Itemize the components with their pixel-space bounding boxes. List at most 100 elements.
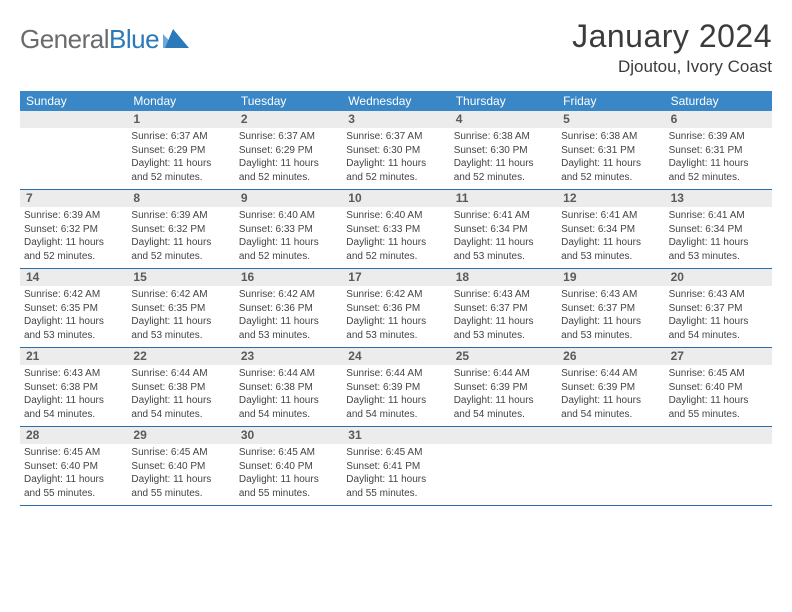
sunset-line: Sunset: 6:40 PM: [239, 460, 338, 474]
day-number: 14: [20, 269, 127, 286]
sunset-line: Sunset: 6:29 PM: [131, 144, 230, 158]
daylight-line-1: Daylight: 11 hours: [24, 315, 123, 329]
daylight-line-1: Daylight: 11 hours: [454, 394, 553, 408]
day-number: 6: [665, 111, 772, 128]
sunset-line: Sunset: 6:40 PM: [131, 460, 230, 474]
sunset-line: Sunset: 6:37 PM: [669, 302, 768, 316]
calendar-cell: [665, 427, 772, 505]
daylight-line-2: and 52 minutes.: [131, 250, 230, 264]
daylight-line-1: Daylight: 11 hours: [131, 473, 230, 487]
sunset-line: Sunset: 6:38 PM: [131, 381, 230, 395]
calendar-cell: 14Sunrise: 6:42 AMSunset: 6:35 PMDayligh…: [20, 269, 127, 347]
day-content: Sunrise: 6:45 AMSunset: 6:40 PMDaylight:…: [20, 444, 127, 503]
calendar-cell: 2Sunrise: 6:37 AMSunset: 6:29 PMDaylight…: [235, 111, 342, 189]
logo-part1: General: [20, 24, 109, 54]
calendar-cell: 27Sunrise: 6:45 AMSunset: 6:40 PMDayligh…: [665, 348, 772, 426]
day-content: Sunrise: 6:43 AMSunset: 6:37 PMDaylight:…: [665, 286, 772, 345]
sunrise-line: Sunrise: 6:44 AM: [346, 367, 445, 381]
day-content: Sunrise: 6:44 AMSunset: 6:39 PMDaylight:…: [342, 365, 449, 424]
day-number: 12: [557, 190, 664, 207]
sunset-line: Sunset: 6:30 PM: [454, 144, 553, 158]
daylight-line-2: and 53 minutes.: [24, 329, 123, 343]
calendar-cell: 12Sunrise: 6:41 AMSunset: 6:34 PMDayligh…: [557, 190, 664, 268]
day-number: 13: [665, 190, 772, 207]
day-number: 20: [665, 269, 772, 286]
sunrise-line: Sunrise: 6:40 AM: [239, 209, 338, 223]
daylight-line-1: Daylight: 11 hours: [346, 236, 445, 250]
calendar-week: 28Sunrise: 6:45 AMSunset: 6:40 PMDayligh…: [20, 427, 772, 506]
day-number: 26: [557, 348, 664, 365]
weekday-header: Thursday: [450, 91, 557, 111]
sunrise-line: Sunrise: 6:40 AM: [346, 209, 445, 223]
day-content: [450, 444, 557, 449]
sunset-line: Sunset: 6:31 PM: [561, 144, 660, 158]
calendar-cell: 22Sunrise: 6:44 AMSunset: 6:38 PMDayligh…: [127, 348, 234, 426]
sunset-line: Sunset: 6:37 PM: [454, 302, 553, 316]
daylight-line-1: Daylight: 11 hours: [669, 157, 768, 171]
sunrise-line: Sunrise: 6:44 AM: [239, 367, 338, 381]
daylight-line-1: Daylight: 11 hours: [239, 394, 338, 408]
daylight-line-2: and 53 minutes.: [669, 250, 768, 264]
sunset-line: Sunset: 6:32 PM: [24, 223, 123, 237]
weekday-header: Wednesday: [342, 91, 449, 111]
daylight-line-1: Daylight: 11 hours: [346, 157, 445, 171]
calendar-weeks: 1Sunrise: 6:37 AMSunset: 6:29 PMDaylight…: [20, 111, 772, 506]
calendar-cell: 3Sunrise: 6:37 AMSunset: 6:30 PMDaylight…: [342, 111, 449, 189]
day-content: Sunrise: 6:45 AMSunset: 6:41 PMDaylight:…: [342, 444, 449, 503]
day-number: 9: [235, 190, 342, 207]
logo-part2: Blue: [109, 24, 159, 54]
day-content: Sunrise: 6:37 AMSunset: 6:29 PMDaylight:…: [235, 128, 342, 187]
sunrise-line: Sunrise: 6:37 AM: [346, 130, 445, 144]
daylight-line-2: and 53 minutes.: [561, 329, 660, 343]
calendar-week: 7Sunrise: 6:39 AMSunset: 6:32 PMDaylight…: [20, 190, 772, 269]
daylight-line-1: Daylight: 11 hours: [131, 315, 230, 329]
calendar-cell: 1Sunrise: 6:37 AMSunset: 6:29 PMDaylight…: [127, 111, 234, 189]
calendar-week: 1Sunrise: 6:37 AMSunset: 6:29 PMDaylight…: [20, 111, 772, 190]
day-content: Sunrise: 6:44 AMSunset: 6:39 PMDaylight:…: [557, 365, 664, 424]
sunset-line: Sunset: 6:35 PM: [24, 302, 123, 316]
daylight-line-1: Daylight: 11 hours: [669, 315, 768, 329]
sunrise-line: Sunrise: 6:41 AM: [669, 209, 768, 223]
day-content: Sunrise: 6:42 AMSunset: 6:35 PMDaylight:…: [20, 286, 127, 345]
daylight-line-1: Daylight: 11 hours: [24, 236, 123, 250]
sunrise-line: Sunrise: 6:39 AM: [131, 209, 230, 223]
daylight-line-1: Daylight: 11 hours: [561, 236, 660, 250]
daylight-line-2: and 53 minutes.: [454, 250, 553, 264]
calendar: SundayMondayTuesdayWednesdayThursdayFrid…: [20, 91, 772, 506]
sunrise-line: Sunrise: 6:42 AM: [239, 288, 338, 302]
sunset-line: Sunset: 6:40 PM: [669, 381, 768, 395]
sunrise-line: Sunrise: 6:42 AM: [346, 288, 445, 302]
day-content: Sunrise: 6:42 AMSunset: 6:36 PMDaylight:…: [342, 286, 449, 345]
sunset-line: Sunset: 6:34 PM: [669, 223, 768, 237]
sunset-line: Sunset: 6:40 PM: [24, 460, 123, 474]
daylight-line-2: and 53 minutes.: [454, 329, 553, 343]
sunrise-line: Sunrise: 6:39 AM: [669, 130, 768, 144]
sunrise-line: Sunrise: 6:43 AM: [454, 288, 553, 302]
sunrise-line: Sunrise: 6:44 AM: [131, 367, 230, 381]
calendar-cell: 16Sunrise: 6:42 AMSunset: 6:36 PMDayligh…: [235, 269, 342, 347]
sunset-line: Sunset: 6:39 PM: [561, 381, 660, 395]
daylight-line-2: and 52 minutes.: [346, 171, 445, 185]
day-content: Sunrise: 6:37 AMSunset: 6:29 PMDaylight:…: [127, 128, 234, 187]
calendar-cell: 4Sunrise: 6:38 AMSunset: 6:30 PMDaylight…: [450, 111, 557, 189]
day-number: 31: [342, 427, 449, 444]
day-number: 16: [235, 269, 342, 286]
day-content: Sunrise: 6:39 AMSunset: 6:31 PMDaylight:…: [665, 128, 772, 187]
header: GeneralBlue January 2024 Djoutou, Ivory …: [20, 18, 772, 77]
sunrise-line: Sunrise: 6:44 AM: [561, 367, 660, 381]
calendar-cell: 21Sunrise: 6:43 AMSunset: 6:38 PMDayligh…: [20, 348, 127, 426]
calendar-cell: 10Sunrise: 6:40 AMSunset: 6:33 PMDayligh…: [342, 190, 449, 268]
daylight-line-1: Daylight: 11 hours: [131, 236, 230, 250]
calendar-cell: [20, 111, 127, 189]
daylight-line-2: and 52 minutes.: [239, 171, 338, 185]
calendar-cell: 19Sunrise: 6:43 AMSunset: 6:37 PMDayligh…: [557, 269, 664, 347]
daylight-line-2: and 54 minutes.: [131, 408, 230, 422]
day-content: Sunrise: 6:40 AMSunset: 6:33 PMDaylight:…: [235, 207, 342, 266]
day-number: 15: [127, 269, 234, 286]
sunset-line: Sunset: 6:33 PM: [239, 223, 338, 237]
daylight-line-1: Daylight: 11 hours: [239, 473, 338, 487]
calendar-cell: 26Sunrise: 6:44 AMSunset: 6:39 PMDayligh…: [557, 348, 664, 426]
sunset-line: Sunset: 6:30 PM: [346, 144, 445, 158]
daylight-line-1: Daylight: 11 hours: [561, 394, 660, 408]
calendar-cell: 6Sunrise: 6:39 AMSunset: 6:31 PMDaylight…: [665, 111, 772, 189]
